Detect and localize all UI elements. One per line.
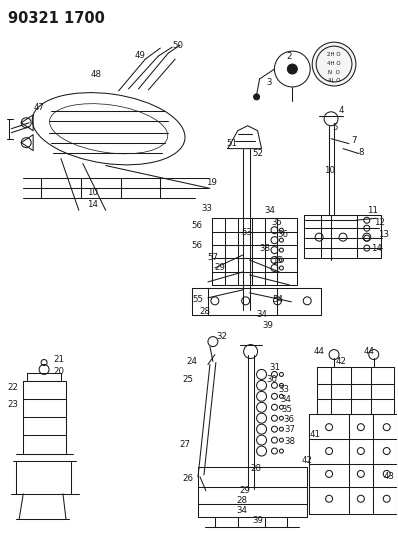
Text: 22: 22	[8, 383, 19, 392]
Text: 36: 36	[277, 230, 288, 239]
Text: 34: 34	[264, 206, 275, 215]
Text: 51: 51	[226, 139, 237, 148]
Text: 37: 37	[285, 425, 296, 434]
Text: 44: 44	[314, 347, 325, 356]
Text: 28: 28	[250, 464, 261, 473]
Text: 4H O: 4H O	[327, 61, 341, 66]
Text: 23: 23	[8, 400, 19, 409]
Text: 56: 56	[191, 221, 203, 230]
Circle shape	[254, 94, 259, 100]
Text: 42: 42	[302, 456, 313, 465]
Text: 36: 36	[284, 415, 295, 424]
Text: 10: 10	[87, 188, 98, 197]
Text: 39: 39	[252, 516, 263, 525]
Text: 28: 28	[236, 496, 247, 505]
Text: 52: 52	[252, 149, 263, 158]
Text: 50: 50	[173, 41, 183, 50]
Text: 49: 49	[135, 51, 146, 60]
Text: 33: 33	[278, 385, 289, 394]
Text: 25: 25	[183, 375, 193, 384]
Text: 24: 24	[187, 357, 197, 366]
Text: 48: 48	[90, 69, 101, 78]
Text: 27: 27	[179, 440, 191, 449]
Text: 3: 3	[267, 78, 272, 87]
Text: 28: 28	[199, 307, 211, 316]
Text: 34: 34	[236, 506, 247, 515]
Text: 55: 55	[193, 295, 203, 304]
Text: 32: 32	[217, 332, 227, 341]
Text: 4L O: 4L O	[328, 78, 340, 84]
Text: 33: 33	[201, 204, 213, 213]
Text: 2: 2	[287, 52, 292, 61]
Text: 19: 19	[207, 178, 217, 187]
Text: 57: 57	[207, 253, 219, 262]
Text: 56: 56	[191, 240, 203, 249]
Text: 21: 21	[53, 355, 64, 364]
Text: 15: 15	[272, 255, 283, 264]
Text: 31: 31	[269, 363, 280, 372]
Circle shape	[287, 64, 297, 74]
Text: 12: 12	[374, 218, 385, 227]
Text: 2H O: 2H O	[327, 52, 341, 56]
Text: 47: 47	[33, 103, 45, 112]
Text: 35: 35	[271, 218, 282, 227]
Text: 38: 38	[259, 244, 270, 253]
Text: N  O: N O	[328, 69, 340, 75]
Text: 10: 10	[324, 166, 335, 175]
Text: 44: 44	[363, 347, 374, 356]
Text: 29: 29	[239, 486, 250, 495]
Text: 41: 41	[310, 430, 321, 439]
Text: 38: 38	[285, 437, 296, 446]
Circle shape	[312, 42, 356, 86]
Text: 42: 42	[336, 357, 347, 366]
Text: 4: 4	[338, 106, 344, 115]
Text: 14: 14	[87, 200, 98, 209]
Text: 43: 43	[383, 472, 394, 481]
Text: 13: 13	[378, 230, 389, 239]
Text: 20: 20	[53, 367, 64, 376]
Text: 35: 35	[282, 405, 293, 414]
Text: 34: 34	[280, 395, 291, 404]
Text: 26: 26	[183, 474, 193, 483]
Text: 5: 5	[332, 123, 338, 132]
Text: 90321 1700: 90321 1700	[8, 11, 105, 26]
Text: 39: 39	[262, 321, 273, 330]
Text: 29: 29	[215, 263, 225, 272]
Text: 14: 14	[371, 244, 382, 253]
Text: 34: 34	[256, 310, 267, 319]
Text: 11: 11	[367, 206, 378, 215]
Text: 8: 8	[358, 148, 364, 157]
Text: 30: 30	[266, 375, 277, 384]
Text: 7: 7	[351, 136, 357, 145]
Text: 54: 54	[272, 295, 283, 304]
Text: 53: 53	[241, 228, 252, 237]
